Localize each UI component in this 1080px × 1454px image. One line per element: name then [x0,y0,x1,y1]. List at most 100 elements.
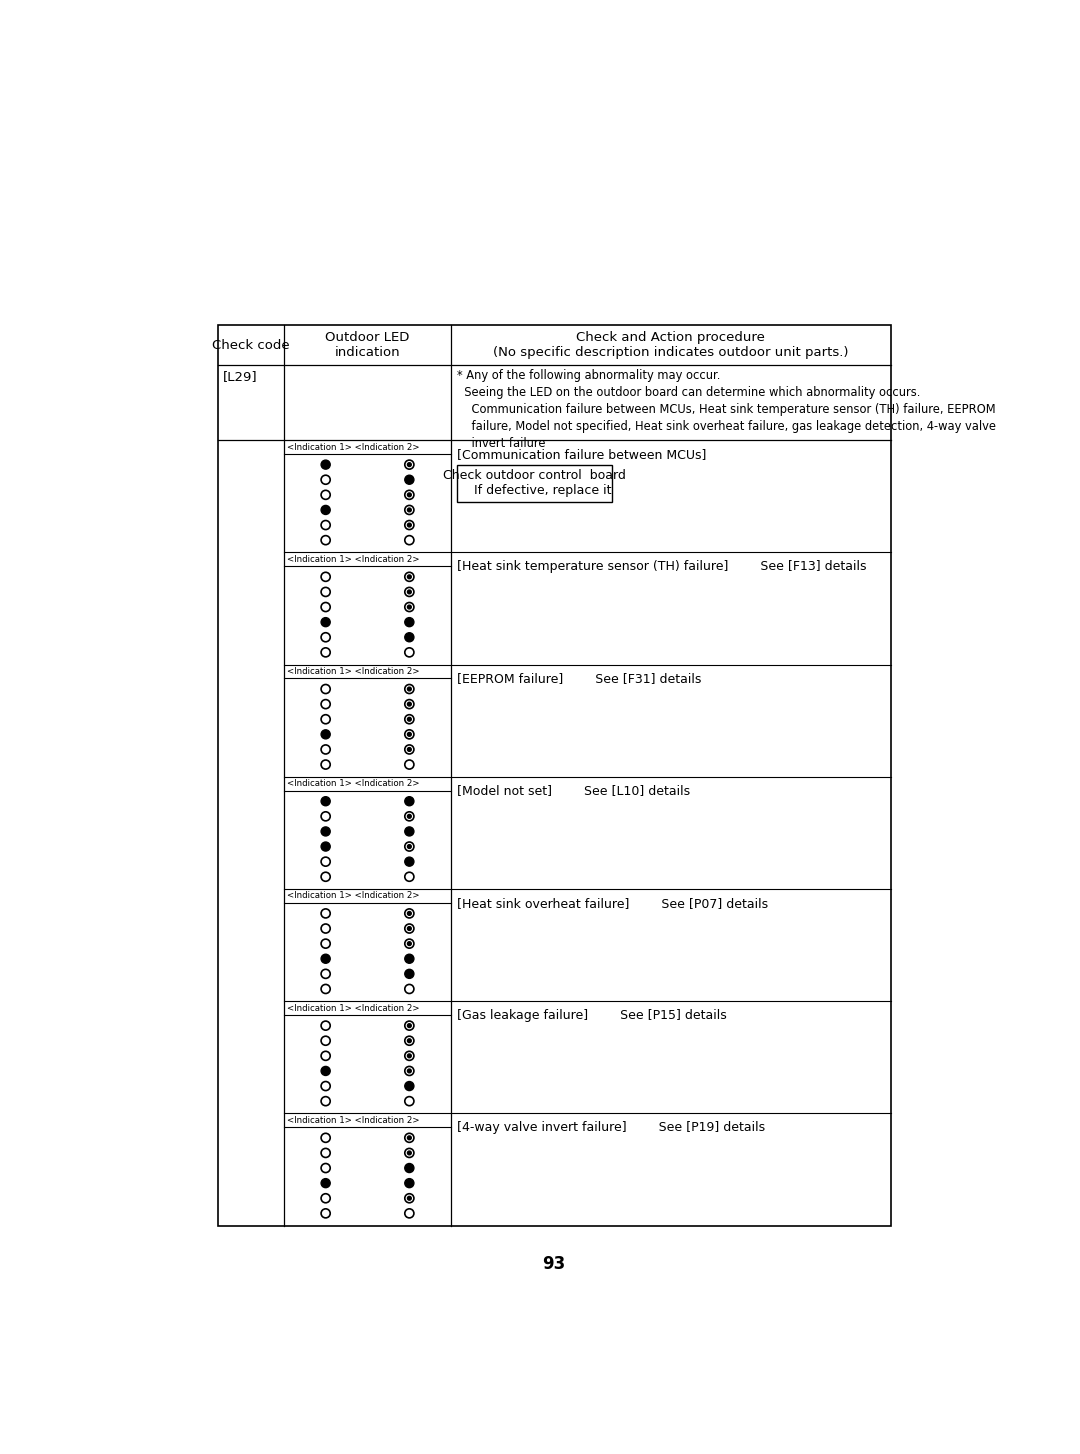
Circle shape [405,1149,414,1157]
Circle shape [321,744,330,755]
Circle shape [405,730,414,739]
Text: [L29]: [L29] [222,371,257,382]
Circle shape [405,632,414,641]
Text: <Indication 1> <Indication 2>: <Indication 1> <Indication 2> [287,555,419,564]
Circle shape [405,618,414,627]
Text: [Communication failure between MCUs]: [Communication failure between MCUs] [458,448,706,461]
Circle shape [321,1096,330,1105]
Circle shape [407,493,411,497]
Circle shape [321,1194,330,1202]
Circle shape [405,984,414,993]
Circle shape [405,573,414,582]
Circle shape [321,1179,330,1188]
Circle shape [405,1133,414,1143]
Circle shape [321,506,330,515]
Circle shape [405,1208,414,1218]
Text: [Gas leakage failure]        See [P15] details: [Gas leakage failure] See [P15] details [458,1009,727,1022]
Circle shape [321,1066,330,1076]
Circle shape [405,475,414,484]
Text: Outdoor LED
indication: Outdoor LED indication [325,332,409,359]
Circle shape [407,1038,411,1043]
Circle shape [407,1136,411,1140]
Circle shape [321,632,330,641]
Circle shape [407,523,411,526]
Text: <Indication 1> <Indication 2>: <Indication 1> <Indication 2> [287,779,419,788]
Circle shape [321,1208,330,1218]
Circle shape [321,1163,330,1172]
Circle shape [321,715,330,724]
Circle shape [405,602,414,612]
Circle shape [405,521,414,529]
Circle shape [407,814,411,819]
Text: Check outdoor control  board
    If defective, replace it: Check outdoor control board If defective… [444,470,626,497]
Text: Check and Action procedure
(No specific description indicates outdoor unit parts: Check and Action procedure (No specific … [494,332,849,359]
Circle shape [405,1082,414,1090]
Circle shape [407,717,411,721]
Circle shape [321,1082,330,1090]
Circle shape [405,1194,414,1202]
Circle shape [321,856,330,867]
Text: <Indication 1> <Indication 2>: <Indication 1> <Indication 2> [287,442,419,452]
Circle shape [407,747,411,752]
Circle shape [321,618,330,627]
Circle shape [321,1149,330,1157]
Text: [Heat sink overheat failure]        See [P07] details: [Heat sink overheat failure] See [P07] d… [458,897,769,910]
Circle shape [405,872,414,881]
Circle shape [321,970,330,979]
Circle shape [405,685,414,694]
Circle shape [405,970,414,979]
Circle shape [405,648,414,657]
Text: Check code: Check code [212,339,289,352]
Circle shape [321,872,330,881]
Circle shape [405,797,414,806]
Circle shape [407,605,411,609]
Circle shape [407,462,411,467]
Circle shape [405,760,414,769]
Circle shape [321,602,330,612]
Circle shape [405,1051,414,1060]
Circle shape [321,797,330,806]
Circle shape [405,1021,414,1029]
Circle shape [407,702,411,707]
Circle shape [407,688,411,691]
Circle shape [321,811,330,822]
Text: [4-way valve invert failure]        See [P19] details: [4-way valve invert failure] See [P19] d… [458,1121,766,1134]
Bar [218,326,891,1226]
Circle shape [407,912,411,916]
Circle shape [321,490,330,499]
Circle shape [321,827,330,836]
Circle shape [407,507,411,512]
Circle shape [405,490,414,499]
Circle shape [405,535,414,545]
Circle shape [405,1096,414,1105]
Circle shape [405,744,414,755]
Circle shape [321,1051,330,1060]
Circle shape [321,1021,330,1029]
Circle shape [321,573,330,582]
Text: * Any of the following abnormality may occur.
  Seeing the LED on the outdoor bo: * Any of the following abnormality may o… [458,369,997,451]
Circle shape [321,842,330,851]
Circle shape [405,923,414,933]
Circle shape [405,811,414,822]
Circle shape [321,521,330,529]
Circle shape [405,1179,414,1188]
Text: [Model not set]        See [L10] details: [Model not set] See [L10] details [458,784,690,797]
Circle shape [321,1133,330,1143]
Circle shape [405,1163,414,1172]
Circle shape [405,842,414,851]
Circle shape [405,856,414,867]
Circle shape [405,506,414,515]
Text: <Indication 1> <Indication 2>: <Indication 1> <Indication 2> [287,891,419,900]
Circle shape [321,1037,330,1045]
Circle shape [407,845,411,849]
Circle shape [321,535,330,545]
Text: <Indication 1> <Indication 2>: <Indication 1> <Indication 2> [287,1003,419,1012]
Text: <Indication 1> <Indication 2>: <Indication 1> <Indication 2> [287,1115,419,1125]
Circle shape [321,459,330,470]
Circle shape [407,1069,411,1073]
Circle shape [405,715,414,724]
Circle shape [405,1037,414,1045]
Circle shape [405,587,414,596]
Circle shape [321,939,330,948]
Circle shape [321,923,330,933]
